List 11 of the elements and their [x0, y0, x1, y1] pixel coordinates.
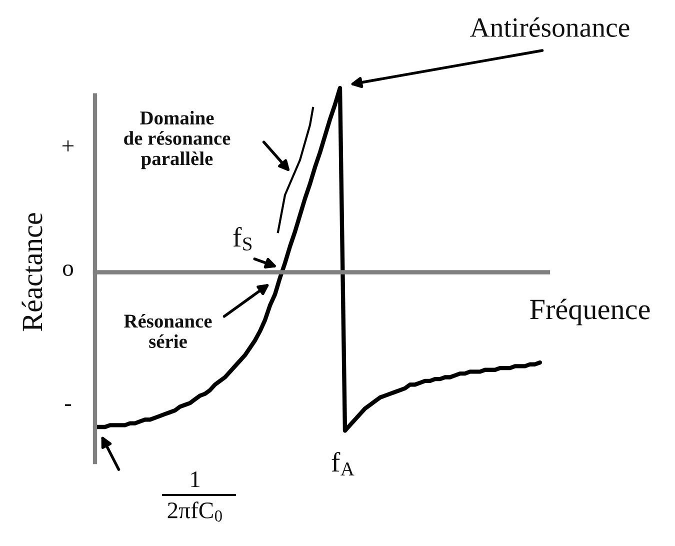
text: -: [64, 404, 72, 406]
annotation: f$_{S}$: [233, 226, 252, 251]
annotation: Résonance série: [124, 314, 212, 348]
text: f$_{A}$: [332, 452, 354, 476]
text: o: [62, 264, 74, 276]
y-axis-title: Réactance: [22, 213, 42, 332]
text: Antirésonance: [470, 17, 630, 37]
annotation: Domaine de résonance parallèle: [124, 110, 230, 170]
text: +: [62, 140, 74, 152]
x-axis-title: Fréquence: [530, 298, 650, 326]
text: 1 2πfC$_{0}$: [168, 471, 222, 522]
